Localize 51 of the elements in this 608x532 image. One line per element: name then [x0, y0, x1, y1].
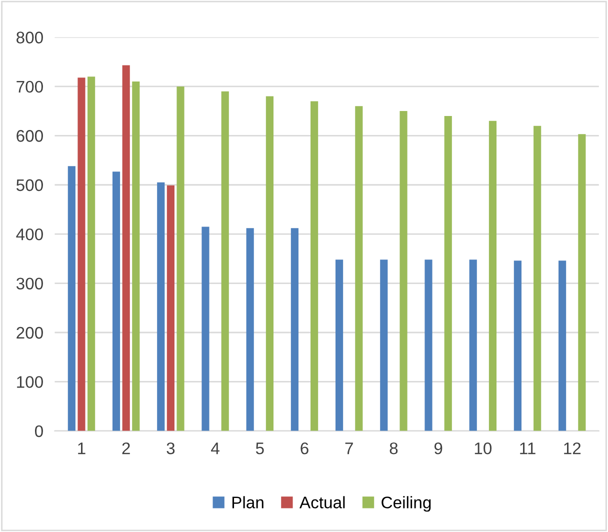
bar: [310, 101, 318, 431]
bar: [221, 91, 229, 431]
legend-label: Actual: [299, 496, 345, 508]
bar: [355, 106, 363, 431]
bar: [176, 86, 184, 431]
bar: [578, 134, 586, 431]
y-tick-label: 400: [16, 228, 43, 240]
x-tick-label: 7: [345, 442, 353, 454]
legend-label: Ceiling: [382, 496, 431, 512]
x-tick-label: 9: [434, 442, 442, 454]
legend-label: Plan: [232, 496, 264, 508]
bar: [514, 260, 522, 431]
y-tick-label: 200: [16, 326, 43, 339]
bar: [166, 185, 174, 431]
x-tick-label: 4: [211, 442, 220, 454]
bar: [122, 65, 130, 431]
y-tick-label: 600: [16, 130, 43, 142]
bar: [246, 228, 254, 431]
y-tick-label: 0: [34, 425, 43, 438]
bar: [68, 166, 76, 431]
x-tick-label: 12: [564, 442, 581, 454]
y-tick-label: 500: [16, 179, 43, 192]
y-tick-label: 300: [16, 278, 43, 290]
bar: [400, 111, 408, 431]
x-tick-label: 6: [300, 442, 308, 454]
bar: [202, 226, 210, 431]
bar: [424, 260, 432, 431]
bar: [534, 126, 542, 431]
x-tick-label: 2: [122, 442, 130, 454]
x-tick-label: 3: [166, 442, 175, 454]
x-tick-label: 11: [520, 442, 536, 454]
bar: [112, 172, 120, 431]
bar: [157, 182, 165, 431]
bar: [469, 260, 477, 431]
bar: [290, 228, 298, 431]
bar: [132, 82, 140, 431]
y-tick-label: 800: [16, 32, 43, 44]
bar: [78, 78, 86, 431]
bar: [380, 260, 388, 431]
bar: [444, 116, 452, 431]
x-tick-label: 8: [390, 442, 398, 454]
bar: [558, 260, 566, 431]
x-tick-label: 10: [474, 442, 492, 454]
bar: [266, 96, 274, 431]
x-tick-label: 5: [256, 442, 264, 454]
bar: [336, 260, 344, 431]
bar: [88, 76, 96, 431]
bar: [488, 120, 497, 431]
y-tick-label: 100: [17, 376, 43, 388]
x-tick-label: 1: [78, 442, 86, 454]
y-tick-label: 700: [16, 80, 43, 93]
